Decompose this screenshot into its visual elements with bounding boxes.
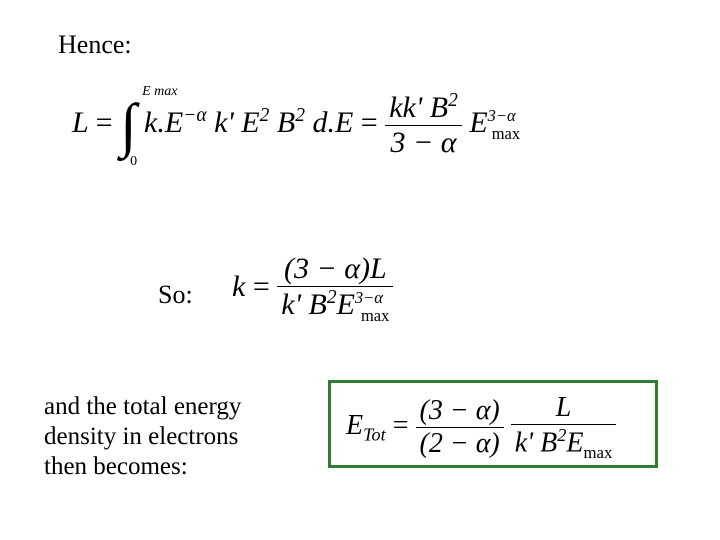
equals-sign: = bbox=[96, 106, 120, 139]
eq2-den-kB: k' B bbox=[281, 288, 327, 321]
integral-upper: E max bbox=[142, 85, 177, 99]
equation-Etot: ETot = (3 − α) (2 − α) L k' B2Emax bbox=[346, 392, 616, 463]
eq3-f2-den: k' B2Emax bbox=[511, 424, 617, 463]
equals-sign-2: = bbox=[361, 106, 385, 139]
eq1-E-exp: 3−α bbox=[488, 106, 516, 125]
eq2-den-kB-exp: 2 bbox=[327, 287, 337, 308]
integrand-kE: k.E bbox=[144, 106, 183, 139]
eq2-lhs: k bbox=[232, 270, 245, 303]
label-hence: Hence: bbox=[58, 30, 132, 60]
integrand-B: B bbox=[277, 106, 295, 139]
equation-L-integral: L = E max ∫ 0 k.E−α k' E2 B2 d.E = kk' B… bbox=[72, 90, 520, 160]
eq3-lhs-E: E bbox=[346, 410, 363, 441]
integrand-exp1: −α bbox=[183, 105, 206, 126]
eq1-E: E bbox=[469, 106, 487, 139]
eq1-lhs: L bbox=[72, 106, 88, 139]
eq3-f2-num: L bbox=[511, 392, 617, 424]
eq1-rhs-fraction: kk' B2 3 − α bbox=[385, 90, 462, 160]
eq1-E-sub: max bbox=[492, 124, 520, 143]
eq2-den-E-sub: max bbox=[361, 306, 389, 325]
eq3-lhs-sub: Tot bbox=[363, 424, 386, 444]
integrand-exp2: 2 bbox=[260, 105, 270, 126]
eq1-num-exp: 2 bbox=[448, 90, 458, 111]
integrand-dE: d.E bbox=[312, 106, 353, 139]
integral-sign: E max ∫ 0 bbox=[120, 95, 136, 155]
integral-lower: 0 bbox=[130, 155, 137, 169]
eq3-f1-den: (2 − α) bbox=[416, 427, 504, 460]
eq2-fraction: (3 − α)L k' B2E3−αmax bbox=[277, 252, 393, 326]
eq3-f1-num: (3 − α) bbox=[416, 395, 504, 427]
eq2-den-E-exp: 3−α bbox=[355, 288, 383, 307]
eq3-f2-den-kB: k' B bbox=[515, 427, 558, 458]
eq2-num: (3 − α)L bbox=[277, 252, 393, 286]
eq3-f2-den-E: E bbox=[566, 427, 583, 458]
label-and: and the total energy density in electron… bbox=[44, 392, 274, 482]
equals-sign-3: = bbox=[253, 270, 277, 303]
eq3-f2-den-kB-exp: 2 bbox=[557, 425, 566, 445]
eq2-den-E: E bbox=[337, 288, 355, 321]
eq3-f2-den-E-sub: max bbox=[583, 443, 612, 462]
label-so: So: bbox=[158, 280, 193, 310]
equals-sign-4: = bbox=[393, 410, 416, 441]
eq3-frac2: L k' B2Emax bbox=[511, 392, 617, 463]
eq1-num: kk' B bbox=[389, 91, 448, 124]
integrand-k2E: k' E bbox=[214, 106, 260, 139]
integrand-expB: 2 bbox=[295, 105, 305, 126]
equation-k: k = (3 − α)L k' B2E3−αmax bbox=[232, 252, 393, 326]
eq3-frac1: (3 − α) (2 − α) bbox=[416, 395, 504, 460]
eq2-den: k' B2E3−αmax bbox=[277, 286, 393, 326]
eq1-den: 3 − α bbox=[385, 125, 462, 160]
